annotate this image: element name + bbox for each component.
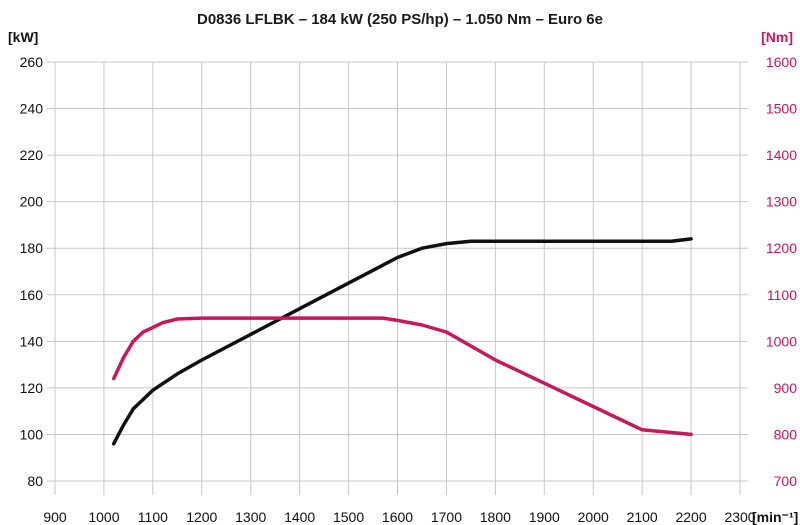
right-y-tick-label: 1300 bbox=[766, 194, 797, 210]
right-y-tick-label: 800 bbox=[774, 426, 798, 442]
tick-labels: 900 1000 1100 1200 1300 1400 1500 1600 1700 1800 1… bbox=[20, 54, 798, 525]
x-tick-label: 1300 bbox=[235, 509, 266, 525]
x-tick-label: 2100 bbox=[627, 509, 658, 525]
left-y-tick-label: 260 bbox=[20, 54, 44, 70]
right-y-tick-label: 1500 bbox=[766, 101, 797, 117]
x-tick-label: 900 bbox=[43, 509, 67, 525]
left-y-tick-label: 200 bbox=[20, 194, 44, 210]
left-y-tick-label: 180 bbox=[20, 240, 44, 256]
x-tick-label: 1800 bbox=[480, 509, 511, 525]
x-tick-label: 1500 bbox=[333, 509, 364, 525]
left-y-tick-label: 140 bbox=[20, 333, 44, 349]
right-axis-unit: [Nm] bbox=[761, 29, 793, 45]
x-tick-label: 1900 bbox=[529, 509, 560, 525]
left-axis-unit: [kW] bbox=[8, 29, 38, 45]
right-y-tick-label: 700 bbox=[774, 473, 798, 489]
x-tick-label: 2200 bbox=[675, 509, 706, 525]
torque-curve-line bbox=[111, 316, 693, 437]
x-tick-label: 2300 bbox=[724, 509, 755, 525]
x-tick-label: 1600 bbox=[382, 509, 413, 525]
left-y-tick-label: 240 bbox=[20, 101, 44, 117]
left-y-tick-label: 220 bbox=[20, 147, 44, 163]
gridlines bbox=[47, 61, 748, 495]
left-y-tick-label: 160 bbox=[20, 287, 44, 303]
x-tick-label: 1100 bbox=[138, 509, 168, 525]
right-y-tick-label: 900 bbox=[774, 380, 798, 396]
x-tick-label: 2000 bbox=[578, 509, 609, 525]
left-y-tick-label: 100 bbox=[20, 426, 44, 442]
right-y-tick-label: 1100 bbox=[767, 287, 797, 303]
left-y-tick-label: 120 bbox=[20, 380, 44, 396]
x-tick-label: 1400 bbox=[284, 509, 315, 525]
right-y-tick-label: 1200 bbox=[766, 240, 797, 256]
x-axis-unit: [min⁻¹] bbox=[752, 509, 798, 525]
data-series bbox=[111, 237, 693, 446]
right-y-tick-label: 1600 bbox=[766, 54, 797, 70]
x-tick-label: 1700 bbox=[431, 509, 462, 525]
right-y-tick-label: 1000 bbox=[766, 333, 797, 349]
chart-title: D0836 LFLBK – 184 kW (250 PS/hp) – 1.050… bbox=[197, 11, 603, 28]
x-tick-label: 1200 bbox=[186, 509, 217, 525]
right-y-tick-label: 1400 bbox=[766, 147, 797, 163]
left-y-tick-label: 80 bbox=[27, 473, 43, 489]
power-curve-line bbox=[111, 237, 693, 446]
x-tick-label: 1000 bbox=[88, 509, 119, 525]
